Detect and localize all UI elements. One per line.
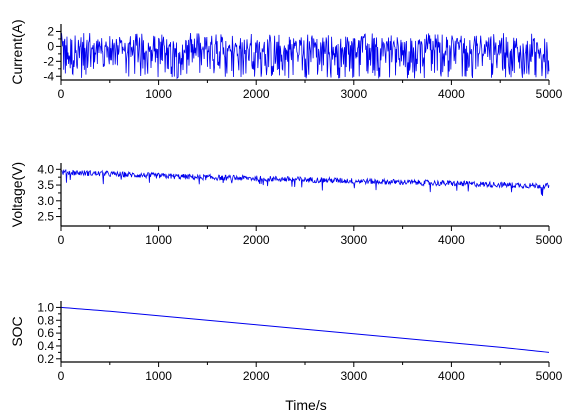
y-tick-label: 4.0: [37, 162, 54, 176]
y-tick-label: 3.0: [37, 194, 54, 208]
y-tick-label: 0.6: [37, 326, 54, 340]
y-tick-label: 2: [47, 24, 54, 38]
y-tick-label: -2: [43, 54, 54, 68]
x-tick-label: 5000: [536, 369, 563, 383]
chart-panel-3: 0 1000 2000 3000 4000 5000 1.00.80.60.40.2 SOC T…: [9, 300, 563, 413]
series-line: [60, 169, 550, 196]
x-tick-label: 5000: [536, 233, 563, 247]
x-tick-label: 5000: [536, 87, 563, 101]
y-tick-label: -4: [43, 69, 54, 83]
y-axis-label: SOC: [9, 316, 25, 346]
x-tick-label: 3000: [340, 233, 367, 247]
y-tick-label: 0.2: [37, 352, 54, 366]
x-tick-label: 2000: [243, 233, 270, 247]
series-line: [60, 306, 550, 353]
y-axis-label: Voltage(V): [9, 162, 25, 227]
x-tick-label: 2000: [243, 369, 270, 383]
y-axis-label: Current(A): [9, 19, 25, 84]
y-tick-label: 0.4: [37, 339, 54, 353]
series-line: [60, 33, 550, 80]
x-tick-label: 3000: [340, 369, 367, 383]
y-tick-label: 2.5: [37, 210, 54, 224]
x-tick-label: 1000: [145, 369, 172, 383]
x-tick-label: 2000: [243, 87, 270, 101]
x-tick-label: 4000: [438, 87, 465, 101]
y-tick-label: 0: [47, 39, 54, 53]
y-tick-label: 0.8: [37, 313, 54, 327]
x-tick-label: 1000: [145, 87, 172, 101]
x-tick-label: 3000: [340, 87, 367, 101]
x-tick-label: 0: [58, 233, 65, 247]
x-tick-label: 0: [58, 87, 65, 101]
x-tick-label: 4000: [438, 233, 465, 247]
chart-panel-2: 0 1000 2000 3000 4000 5000 4.0 3.5 3.0 2.5 Voltage…: [9, 162, 563, 247]
x-tick-label: 0: [58, 369, 65, 383]
y-tick-label: 3.5: [37, 178, 54, 192]
x-axis-label: Time/s: [285, 397, 326, 413]
x-tick-label: 1000: [145, 233, 172, 247]
y-tick-label: 1.0: [37, 300, 54, 314]
x-tick-label: 4000: [438, 369, 465, 383]
